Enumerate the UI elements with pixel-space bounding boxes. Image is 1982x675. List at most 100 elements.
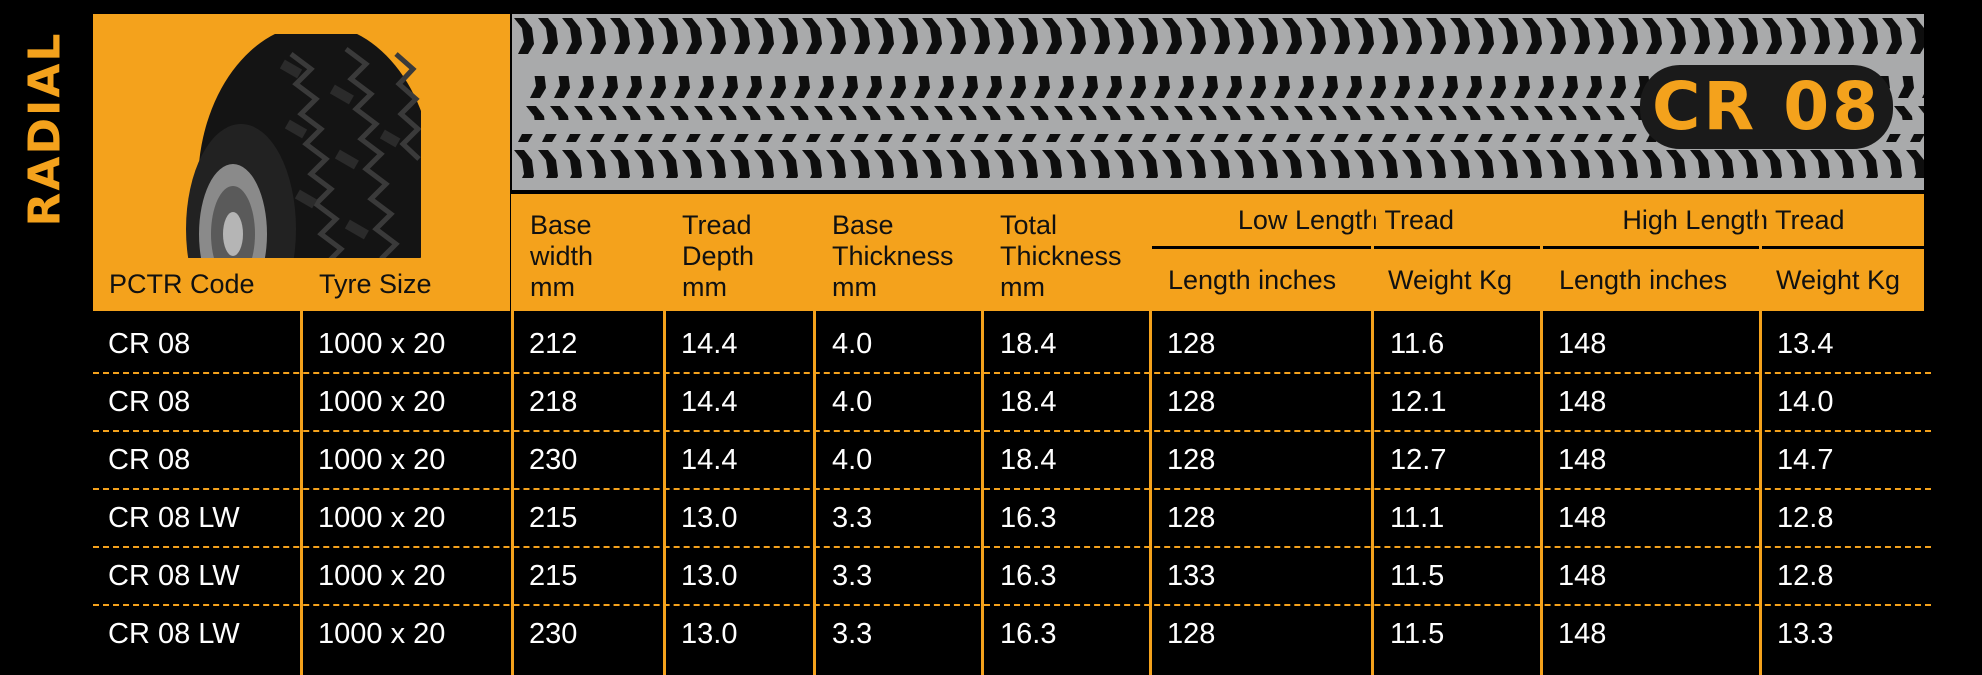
header-weight-kg-text: Weight Kg [1388, 264, 1513, 295]
column-divider [1371, 194, 1374, 675]
header-base-width: Base width mm [514, 194, 663, 311]
header-tyre-size-text: Tyre Size [319, 269, 432, 299]
row-divider [93, 546, 1931, 548]
cell-high-weight-kg: 14.7 [1777, 444, 1834, 476]
model-badge-text: CR 08 [1651, 68, 1882, 145]
cell-low-length-inches: 128 [1167, 502, 1216, 534]
header-length-inches-text: Length inches [1168, 264, 1337, 295]
cell-base-thickness: 3.3 [832, 502, 873, 534]
cell-low-weight-kg: 11.1 [1390, 502, 1445, 534]
cell-total-thickness: 18.4 [1000, 328, 1057, 360]
tyre-image [186, 34, 421, 274]
header-line: Thickness [1000, 241, 1122, 271]
header-low-weight-kg: Weight Kg [1374, 249, 1540, 311]
cell-high-length-inches: 148 [1558, 502, 1607, 534]
cell-base-width: 212 [529, 328, 578, 360]
header-tyre-size: Tyre Size [303, 258, 510, 311]
cell-total-thickness: 18.4 [1000, 386, 1057, 418]
header-tread-depth: Tread Depth mm [666, 194, 813, 311]
cell-low-length-inches: 128 [1167, 386, 1216, 418]
cell-low-weight-kg: 11.5 [1390, 560, 1445, 592]
cell-base-thickness: 3.3 [832, 560, 873, 592]
header-line: Tread [682, 210, 752, 240]
cell-base-width: 215 [529, 502, 578, 534]
cell-tyre-size: 1000 x 20 [318, 386, 446, 418]
tyre-image-panel [93, 14, 510, 311]
cell-base-thickness: 4.0 [832, 444, 873, 476]
cell-pctr-code: CR 08 LW [108, 502, 240, 534]
cell-tyre-size: 1000 x 20 [318, 618, 446, 650]
header-high-weight-kg: Weight Kg [1762, 249, 1924, 311]
header-line: Base [530, 210, 592, 240]
cell-base-width: 215 [529, 560, 578, 592]
cell-tyre-size: 1000 x 20 [318, 560, 446, 592]
cell-pctr-code: CR 08 LW [108, 618, 240, 650]
cell-high-weight-kg: 12.8 [1777, 560, 1834, 592]
cell-low-weight-kg: 12.7 [1390, 444, 1447, 476]
cell-base-width: 230 [529, 618, 578, 650]
cell-tread-depth: 13.0 [681, 560, 738, 592]
header-length-inches-text: Length inches [1559, 264, 1728, 295]
cell-high-weight-kg: 12.8 [1777, 502, 1834, 534]
cell-low-length-inches: 128 [1167, 328, 1216, 360]
row-divider [93, 430, 1931, 432]
cell-tread-depth: 13.0 [681, 502, 738, 534]
header-line: Depth [682, 241, 755, 271]
column-divider [1540, 194, 1543, 675]
cell-high-weight-kg: 13.4 [1777, 328, 1834, 360]
column-divider [981, 194, 984, 675]
column-divider [813, 194, 816, 675]
header-line: mm [682, 272, 727, 302]
column-divider [511, 194, 514, 675]
cell-pctr-code: CR 08 LW [108, 560, 240, 592]
cell-low-weight-kg: 11.6 [1390, 328, 1445, 360]
header-base-thickness: Base Thickness mm [816, 194, 981, 311]
column-divider [300, 258, 303, 675]
cell-high-length-inches: 148 [1558, 444, 1607, 476]
header-line: mm [832, 272, 877, 302]
header-pctr-code: PCTR Code [93, 258, 300, 311]
cell-tread-depth: 14.4 [681, 444, 738, 476]
cell-low-weight-kg: 11.5 [1390, 618, 1445, 650]
cell-low-length-inches: 133 [1167, 560, 1216, 592]
header-line: Total [1000, 210, 1058, 240]
cell-low-weight-kg: 12.1 [1390, 386, 1447, 418]
tread-pattern-banner: CR 08 [512, 14, 1924, 190]
cell-low-length-inches: 128 [1167, 444, 1216, 476]
row-divider [93, 604, 1931, 606]
cell-total-thickness: 16.3 [1000, 560, 1057, 592]
cell-tyre-size: 1000 x 20 [318, 502, 446, 534]
header-total-thickness: Total Thickness mm [984, 194, 1149, 311]
model-badge: CR 08 [1640, 65, 1893, 149]
cell-high-length-inches: 148 [1558, 328, 1607, 360]
cell-high-weight-kg: 13.3 [1777, 618, 1834, 650]
header-line: Base [832, 210, 894, 240]
cell-total-thickness: 16.3 [1000, 618, 1057, 650]
category-label: RADIAL [20, 14, 71, 244]
header-line: width [530, 241, 594, 271]
row-divider [93, 488, 1931, 490]
cell-high-length-inches: 148 [1558, 386, 1607, 418]
header-line: mm [530, 272, 575, 302]
header-low-length-inches: Length inches [1152, 249, 1371, 311]
header-low-length-tread: Low Length Tread [1152, 194, 1540, 246]
column-divider [1759, 194, 1762, 675]
header-line: mm [1000, 272, 1045, 302]
column-divider [663, 194, 666, 675]
cell-base-thickness: 4.0 [832, 328, 873, 360]
cell-base-width: 218 [529, 386, 578, 418]
cell-base-thickness: 4.0 [832, 386, 873, 418]
column-divider [1149, 194, 1152, 675]
cell-tyre-size: 1000 x 20 [318, 444, 446, 476]
cell-pctr-code: CR 08 [108, 444, 191, 476]
header-pctr-code-text: PCTR Code [109, 269, 255, 299]
header-high-length-tread: High Length Tread [1543, 194, 1924, 246]
cell-pctr-code: CR 08 [108, 386, 191, 418]
header-weight-kg-text: Weight Kg [1776, 264, 1901, 295]
header-high-length-tread-text: High Length Tread [1622, 204, 1845, 235]
cell-pctr-code: CR 08 [108, 328, 191, 360]
cell-total-thickness: 16.3 [1000, 502, 1057, 534]
cell-tread-depth: 14.4 [681, 386, 738, 418]
header-low-length-tread-text: Low Length Tread [1237, 204, 1455, 235]
header-line: Thickness [832, 241, 954, 271]
